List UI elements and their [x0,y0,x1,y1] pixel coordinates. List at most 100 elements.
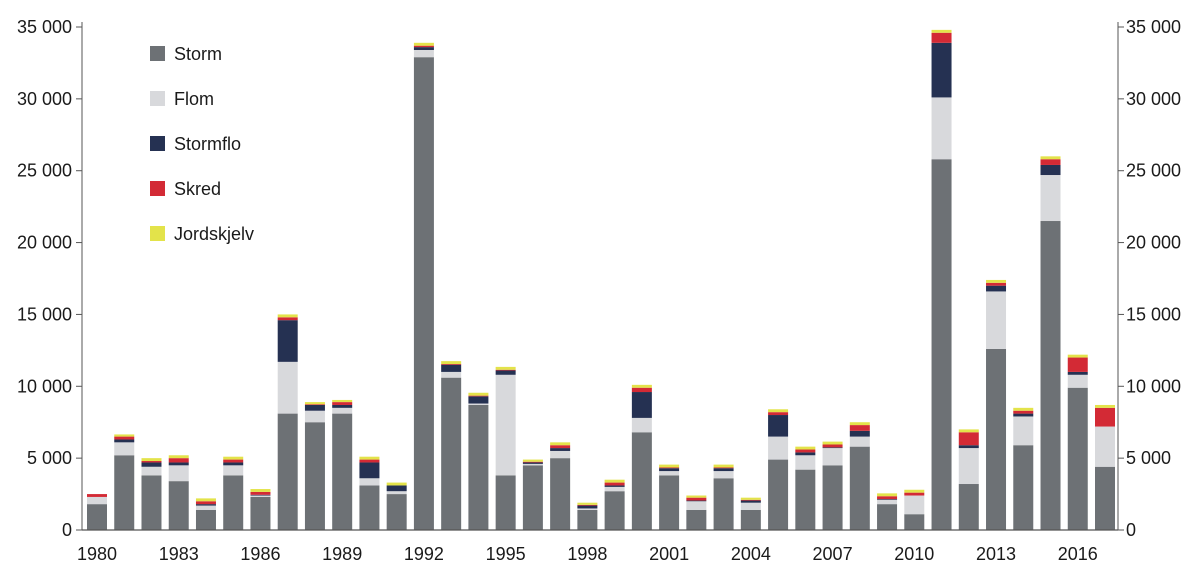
legend-label-flom: Flom [174,89,214,109]
bar-skred-1985 [223,459,244,463]
bar-flom-2013 [986,291,1007,349]
bar-flom-2012 [958,448,979,485]
bar-stormflo-1992 [413,47,434,50]
bar-skred-1987 [277,317,298,321]
bar-storm-1989 [332,413,353,530]
bar-storm-1986 [250,496,271,530]
bar-skred-1981 [114,436,135,440]
bar-flom-1996 [522,463,543,466]
bar-storm-2011 [931,159,952,530]
bar-jordskjelv-1989 [332,399,353,403]
y-tick-label-right: 5 000 [1126,448,1171,468]
bar-jordskjelv-1990 [359,456,380,460]
bar-skred-2013 [986,282,1007,286]
bar-skred-2011 [931,32,952,43]
legend: Storm Flom Stormflo Skred Jordskjelv [150,44,254,244]
bar-jordskjelv-1984 [195,498,216,502]
bar-storm-2005 [768,459,789,530]
bar-flom-1995 [495,374,516,476]
bar-flom-1983 [168,465,189,482]
x-tick-label: 1992 [404,544,444,564]
bar-stormflo-1984 [195,504,216,506]
axes-group: 0 0 5 000 5 000 10 000 10 000 15 000 15 000 20 0… [17,17,1181,564]
bar-jordskjelv-1999 [604,479,625,483]
bar-stormflo-2006 [795,452,816,456]
bar-stormflo-1996 [522,462,543,464]
bar-flom-2016 [1067,374,1088,388]
bar-jordskjelv-2012 [958,429,979,433]
bar-jordskjelv-1987 [277,314,298,318]
x-tick-label: 1989 [322,544,362,564]
bar-skred-1983 [168,458,189,463]
bar-flom-1986 [250,495,271,497]
bar-storm-2015 [1040,221,1061,530]
bar-flom-1987 [277,361,298,414]
bar-storm-2007 [822,465,843,530]
bar-skred-2006 [795,449,816,453]
y-tick-label-right: 30 000 [1126,89,1181,109]
bar-jordskjelv-1982 [141,458,162,462]
bar-storm-1998 [577,509,598,530]
x-tick-label: 1998 [567,544,607,564]
bar-flom-1999 [604,486,625,492]
bar-flom-1994 [468,403,489,405]
bar-flom-2004 [740,502,761,510]
y-tick-label-right: 25 000 [1126,161,1181,181]
bar-skred-2002 [686,497,707,501]
bar-storm-2003 [713,478,734,530]
bar-flom-1989 [332,407,353,414]
bar-jordskjelv-2017 [1095,404,1115,408]
legend-swatch-flom [150,91,165,106]
bar-stormflo-1982 [141,462,162,467]
bar-stormflo-1981 [114,439,135,443]
bar-flom-1997 [550,450,571,459]
y-tick-label-left: 15 000 [17,304,72,324]
x-tick-label: 2016 [1058,544,1098,564]
bar-jordskjelv-1994 [468,392,489,396]
legend-label-storm: Storm [174,44,222,64]
bar-stormflo-2001 [659,468,680,472]
bar-skred-2009 [877,496,898,500]
y-tick-label-right: 35 000 [1126,17,1181,37]
bar-skred-1999 [604,482,625,486]
legend-swatch-storm [150,46,165,61]
bar-jordskjelv-2014 [1013,407,1034,411]
bar-skred-1995 [495,369,516,371]
y-tick-label-right: 15 000 [1126,304,1181,324]
bar-flom-2005 [768,436,789,460]
y-tick-label-right: 10 000 [1126,376,1181,396]
bar-skred-1994 [468,395,489,397]
x-tick-label: 2013 [976,544,1016,564]
bar-jordskjelv-2011 [931,29,952,33]
bar-flom-1993 [441,371,462,378]
bar-skred-2015 [1040,159,1061,165]
bar-flom-2015 [1040,175,1061,222]
bar-stormflo-1997 [550,448,571,451]
bar-storm-2016 [1067,387,1088,530]
bar-skred-2000 [631,387,652,393]
x-tick-label: 1983 [159,544,199,564]
bar-jordskjelv-2016 [1067,354,1088,358]
bar-skred-1982 [141,461,162,463]
bar-stormflo-2005 [768,415,789,437]
x-tick-label: 2010 [894,544,934,564]
bar-storm-1996 [522,465,543,530]
y-tick-label-left: 25 000 [17,161,72,181]
bar-stormflo-2014 [1013,413,1034,417]
bar-flom-2009 [877,499,898,505]
bar-storm-1988 [304,422,325,530]
bar-jordskjelv-1993 [441,361,462,365]
x-tick-label: 2004 [731,544,771,564]
bar-storm-1994 [468,404,489,530]
bar-stormflo-2004 [740,500,761,503]
bar-storm-1983 [168,481,189,530]
bar-jordskjelv-1995 [495,366,516,370]
bar-jordskjelv-2008 [849,422,870,426]
bar-skred-2001 [659,467,680,469]
bar-storm-1991 [386,494,407,530]
bar-flom-2007 [822,448,843,466]
bar-jordskjelv-1992 [413,42,434,46]
bar-stormflo-2012 [958,445,979,449]
bar-skred-2017 [1095,407,1115,427]
bar-storm-2008 [849,446,870,530]
